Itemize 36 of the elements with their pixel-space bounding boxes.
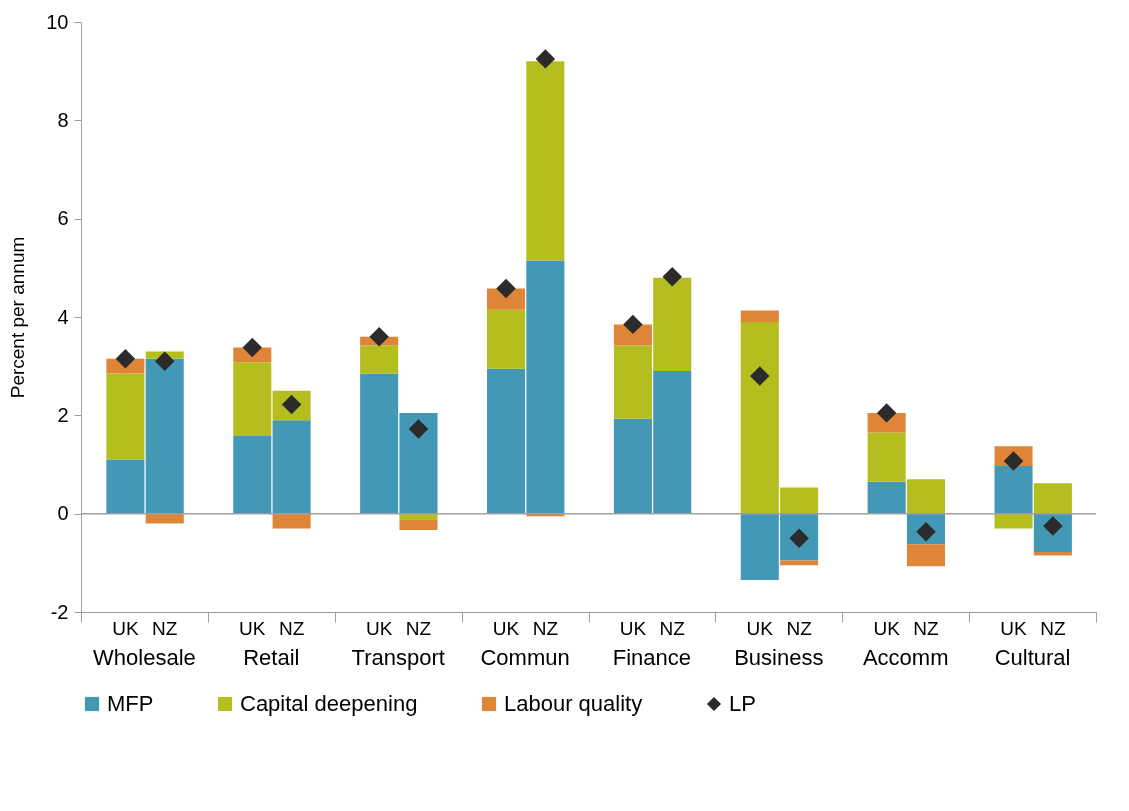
text: Wholesale [93, 645, 196, 670]
x-tick-label: NZ [152, 618, 178, 639]
legend-label: LP [729, 691, 756, 716]
x-tick-label: UK [873, 618, 901, 639]
text: Finance [612, 645, 692, 670]
x-tick-label: UK [746, 618, 774, 639]
x-tick-label: NZ [405, 618, 432, 639]
x-tick-label: UK [365, 618, 393, 639]
x-tick-label: NZ [659, 618, 686, 639]
text: Business [734, 645, 824, 670]
x-tick-label: UK [239, 618, 266, 639]
x-tick-label: UK [112, 618, 139, 639]
x-tick-label: UK [1000, 618, 1028, 639]
x-tick-label: NZ [278, 618, 305, 639]
text: Commun [480, 645, 570, 670]
y-tick-label: 0 [57, 502, 69, 525]
y-tick-label: 10 [46, 10, 69, 33]
text: Retail [243, 645, 300, 670]
text: Accomm [862, 645, 949, 670]
y-tick-label: 4 [57, 305, 69, 328]
x-tick-label: NZ [913, 618, 940, 639]
x-tick-label: NZ [1040, 618, 1066, 639]
y-tick-label: 8 [57, 108, 69, 131]
y-axis-title: Percent per annum [7, 236, 29, 399]
y-tick-label: 6 [57, 207, 69, 230]
x-tick-label: NZ [532, 618, 559, 639]
legend-label: Capital deepening [240, 691, 418, 716]
x-tick-label: UK [492, 618, 520, 639]
legend-label: MFP [107, 691, 154, 716]
x-tick-label: NZ [786, 618, 813, 639]
text: Transport [351, 645, 445, 670]
x-tick-label: UK [619, 618, 647, 639]
text: Cultural [994, 645, 1071, 670]
legend-label: Labour quality [504, 691, 643, 716]
y-tick-label: -2 [50, 600, 69, 623]
y-tick-label: 2 [57, 403, 69, 426]
